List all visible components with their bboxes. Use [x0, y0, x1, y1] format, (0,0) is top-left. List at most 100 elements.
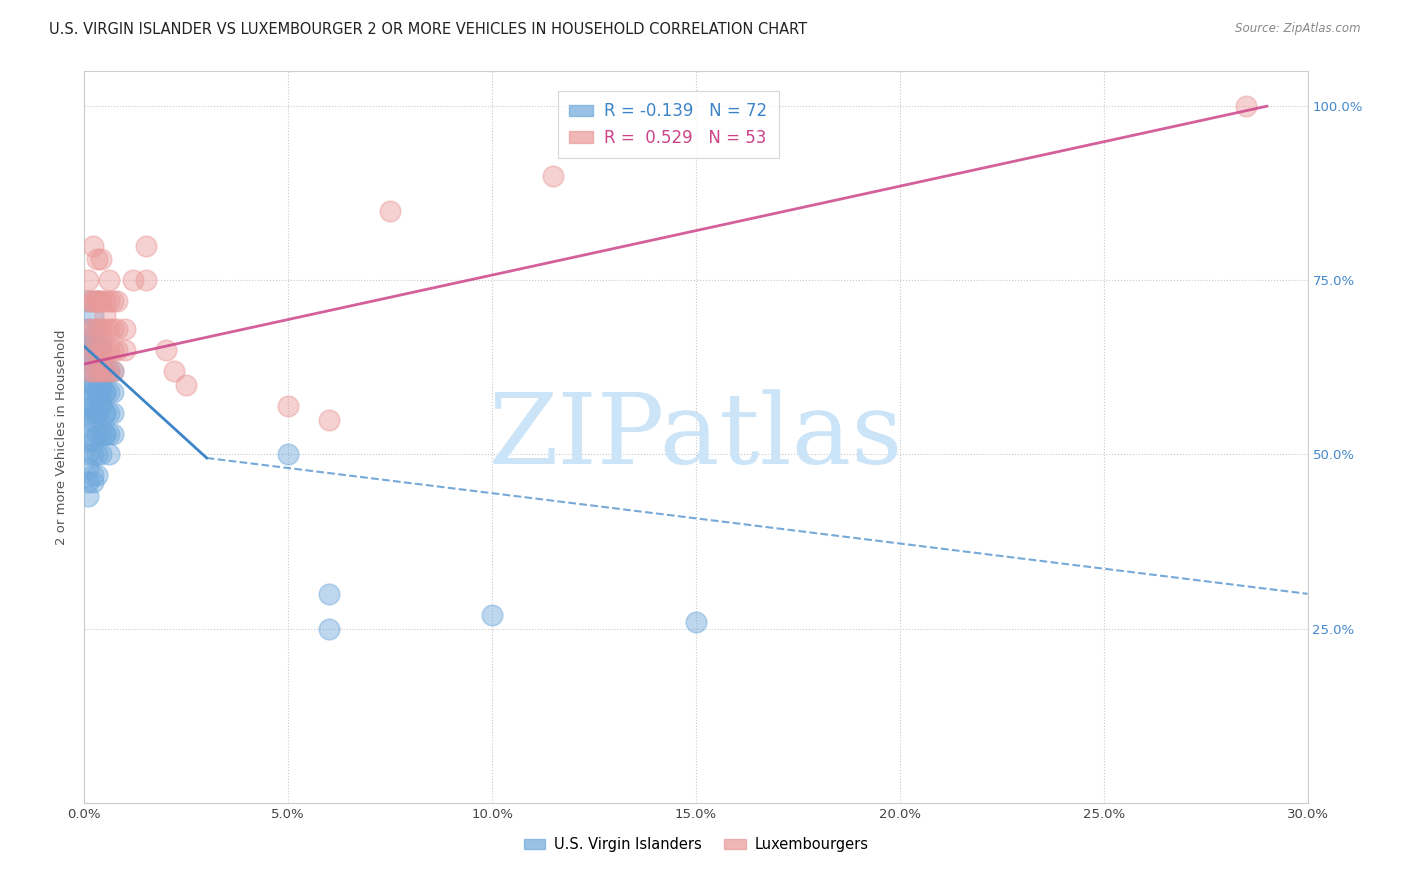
Y-axis label: 2 or more Vehicles in Household: 2 or more Vehicles in Household [55, 329, 69, 545]
Point [93, 426, 115, 441]
Point [277, 399, 299, 413]
Point [90, 384, 112, 399]
Point [77, 392, 100, 406]
Point [90, 399, 112, 413]
Point [90, 426, 112, 441]
Point [90, 357, 112, 371]
Point [86, 322, 108, 336]
Point [101, 322, 124, 336]
Point [318, 412, 340, 426]
Point [93, 426, 115, 441]
Point [77, 343, 100, 357]
Point [97, 384, 120, 399]
Point [82, 448, 104, 462]
Point [90, 364, 112, 378]
Text: Source: ZipAtlas.com: Source: ZipAtlas.com [1236, 22, 1361, 36]
Point [86, 426, 108, 441]
Point [86, 343, 108, 357]
Point [93, 384, 115, 399]
Point [93, 364, 115, 378]
Point [163, 364, 186, 378]
Point [82, 475, 104, 490]
Point [135, 273, 157, 287]
Point [97, 364, 120, 378]
Point [685, 615, 707, 629]
Point [82, 377, 104, 392]
Point [77, 336, 100, 351]
Point [101, 426, 124, 441]
Point [90, 336, 112, 351]
Point [82, 364, 104, 378]
Point [86, 294, 108, 309]
Point [86, 406, 108, 420]
Point [86, 294, 108, 309]
Point [93, 308, 115, 322]
Point [97, 426, 120, 441]
Point [543, 169, 565, 183]
Point [77, 406, 100, 420]
Point [86, 343, 108, 357]
Point [82, 343, 104, 357]
Point [82, 399, 104, 413]
Point [86, 294, 108, 309]
Point [86, 448, 108, 462]
Point [77, 294, 100, 309]
Point [97, 273, 120, 287]
Point [105, 294, 128, 309]
Point [77, 371, 100, 385]
Point [86, 364, 108, 378]
Point [105, 322, 128, 336]
Point [90, 322, 112, 336]
Point [318, 622, 340, 636]
Point [97, 364, 120, 378]
Point [77, 489, 100, 503]
Point [90, 294, 112, 309]
Point [77, 412, 100, 426]
Point [101, 294, 124, 309]
Point [86, 468, 108, 483]
Point [1236, 99, 1258, 113]
Point [114, 343, 136, 357]
Point [82, 329, 104, 343]
Point [82, 357, 104, 371]
Point [90, 252, 112, 267]
Point [481, 607, 503, 622]
Point [86, 252, 108, 267]
Point [101, 364, 124, 378]
Point [114, 322, 136, 336]
Point [77, 322, 100, 336]
Point [86, 343, 108, 357]
Point [101, 343, 124, 357]
Point [82, 412, 104, 426]
Point [82, 322, 104, 336]
Point [101, 384, 124, 399]
Point [82, 294, 104, 309]
Point [90, 448, 112, 462]
Point [155, 343, 177, 357]
Point [86, 384, 108, 399]
Point [97, 294, 120, 309]
Point [86, 384, 108, 399]
Point [82, 384, 104, 399]
Point [174, 377, 197, 392]
Point [82, 308, 104, 322]
Text: ZIPatlas: ZIPatlas [489, 389, 903, 485]
Point [86, 322, 108, 336]
Point [318, 587, 340, 601]
Point [135, 238, 157, 252]
Point [90, 294, 112, 309]
Point [97, 343, 120, 357]
Point [93, 294, 115, 309]
Point [93, 384, 115, 399]
Legend: U.S. Virgin Islanders, Luxembourgers: U.S. Virgin Islanders, Luxembourgers [517, 831, 875, 858]
Point [380, 203, 402, 218]
Point [90, 343, 112, 357]
Point [93, 406, 115, 420]
Point [93, 406, 115, 420]
Text: U.S. VIRGIN ISLANDER VS LUXEMBOURGER 2 OR MORE VEHICLES IN HOUSEHOLD CORRELATION: U.S. VIRGIN ISLANDER VS LUXEMBOURGER 2 O… [49, 22, 807, 37]
Point [90, 364, 112, 378]
Point [77, 364, 100, 378]
Point [93, 364, 115, 378]
Point [82, 294, 104, 309]
Point [122, 273, 145, 287]
